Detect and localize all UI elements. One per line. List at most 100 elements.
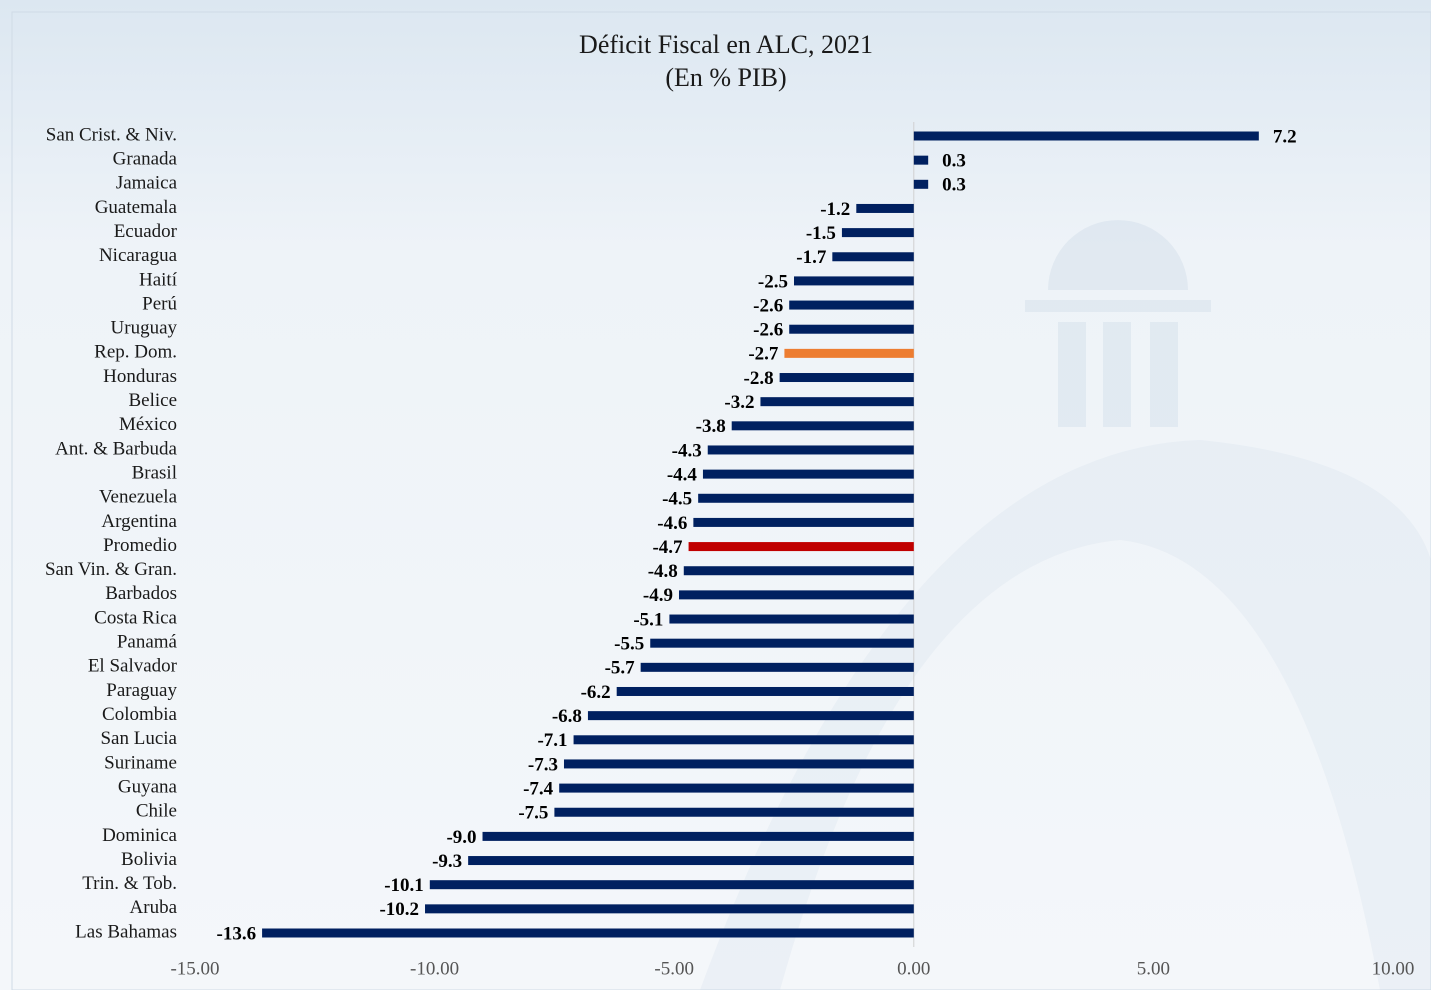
bar xyxy=(832,252,913,261)
value-label: -2.7 xyxy=(748,344,779,365)
value-label: -5.1 xyxy=(633,609,663,630)
value-label: -7.5 xyxy=(518,803,548,824)
x-tick-label: -5.00 xyxy=(654,958,694,979)
value-label: -2.8 xyxy=(744,368,774,389)
value-label: -9.0 xyxy=(446,827,476,848)
bar xyxy=(842,228,914,237)
y-tick-label: Colombia xyxy=(102,704,178,725)
y-tick-label: Perú xyxy=(142,293,177,314)
bar xyxy=(703,470,914,479)
y-tick-label: Nicaragua xyxy=(99,245,178,266)
bar xyxy=(262,929,914,938)
bar xyxy=(650,639,914,648)
bar xyxy=(679,590,914,599)
y-tick-label: San Lucia xyxy=(100,728,177,749)
page: {"chart_data": {"type": "bar", "orientat… xyxy=(0,0,1431,990)
bar xyxy=(789,301,914,310)
value-label: -5.7 xyxy=(605,658,636,679)
value-label: -3.8 xyxy=(696,416,726,437)
y-tick-label: San Vin. & Gran. xyxy=(45,559,177,580)
bar xyxy=(794,276,914,285)
y-tick-label: Argentina xyxy=(101,511,177,532)
bar xyxy=(554,808,913,817)
value-label: -4.5 xyxy=(662,489,692,510)
bar xyxy=(914,132,1259,141)
bar xyxy=(617,687,914,696)
chart-subtitle: (En % PIB) xyxy=(665,63,786,92)
bar xyxy=(914,180,928,189)
value-label: -4.3 xyxy=(672,440,702,461)
bar xyxy=(588,711,914,720)
y-tick-label: Belice xyxy=(128,390,177,411)
y-tick-label: Venezuela xyxy=(99,487,178,508)
bar xyxy=(698,494,914,503)
bar xyxy=(641,663,914,672)
bar xyxy=(732,421,914,430)
value-label: -2.6 xyxy=(753,320,783,341)
y-tick-label: Panamá xyxy=(117,632,178,653)
bar xyxy=(760,397,913,406)
value-label: -9.3 xyxy=(432,851,462,872)
bar xyxy=(483,832,914,841)
value-label: -6.2 xyxy=(581,682,611,703)
y-tick-label: México xyxy=(119,414,177,435)
y-tick-label: Uruguay xyxy=(111,318,178,339)
y-tick-label: Jamaica xyxy=(116,173,178,194)
y-tick-label: Brasil xyxy=(132,462,177,483)
value-label: -4.6 xyxy=(657,513,687,534)
x-tick-label: -10.00 xyxy=(410,958,459,979)
y-tick-label: Promedio xyxy=(103,535,177,556)
y-tick-label: Barbados xyxy=(105,583,177,604)
x-tick-label: 5.00 xyxy=(1137,958,1170,979)
bar xyxy=(559,784,914,793)
y-tick-label: Ant. & Barbuda xyxy=(55,438,177,459)
bar xyxy=(425,904,914,913)
y-tick-label: Trin. & Tob. xyxy=(82,873,177,894)
chart-title: Déficit Fiscal en ALC, 2021 xyxy=(579,30,873,59)
y-tick-label: Haití xyxy=(139,269,178,290)
x-tick-label: 0.00 xyxy=(897,958,930,979)
value-label: -2.6 xyxy=(753,295,783,316)
value-label: -4.9 xyxy=(643,585,673,606)
y-tick-label: Guyana xyxy=(118,776,178,797)
x-tick-label: -15.00 xyxy=(170,958,219,979)
y-tick-label: Honduras xyxy=(103,366,177,387)
y-tick-label: Aruba xyxy=(130,897,178,918)
value-label: -3.2 xyxy=(724,392,754,413)
bar xyxy=(780,373,914,382)
bar xyxy=(784,349,913,358)
bar xyxy=(684,566,914,575)
y-tick-label: Granada xyxy=(113,149,178,170)
value-label: -4.4 xyxy=(667,464,698,485)
bar xyxy=(708,445,914,454)
value-label: -13.6 xyxy=(217,923,257,944)
value-label: 7.2 xyxy=(1273,126,1297,147)
bar xyxy=(430,880,914,889)
bar xyxy=(856,204,914,213)
y-tick-label: San Crist. & Niv. xyxy=(46,124,177,145)
value-label: -1.7 xyxy=(796,247,827,268)
y-tick-label: Paraguay xyxy=(106,680,177,701)
value-label: -5.5 xyxy=(614,634,644,655)
y-tick-label: Suriname xyxy=(104,752,177,773)
y-tick-label: Dominica xyxy=(102,825,177,846)
value-label: -1.5 xyxy=(806,223,836,244)
bar xyxy=(564,759,914,768)
value-label: -10.1 xyxy=(384,875,424,896)
value-label: -2.5 xyxy=(758,271,788,292)
y-tick-label: Rep. Dom. xyxy=(94,342,177,363)
bar xyxy=(574,735,914,744)
bar xyxy=(914,156,928,165)
y-tick-label: Costa Rica xyxy=(94,607,177,628)
value-label: -1.2 xyxy=(820,199,850,220)
chart: Déficit Fiscal en ALC, 2021 (En % PIB) -… xyxy=(0,0,1431,990)
value-label: -7.3 xyxy=(528,754,558,775)
value-label: -4.7 xyxy=(652,537,683,558)
value-label: -4.8 xyxy=(648,561,678,582)
bar xyxy=(689,542,914,551)
value-label: -7.1 xyxy=(537,730,567,751)
y-tick-label: Ecuador xyxy=(114,221,178,242)
value-label: -10.2 xyxy=(379,899,419,920)
y-tick-label: El Salvador xyxy=(88,656,178,677)
value-label: -7.4 xyxy=(523,778,554,799)
